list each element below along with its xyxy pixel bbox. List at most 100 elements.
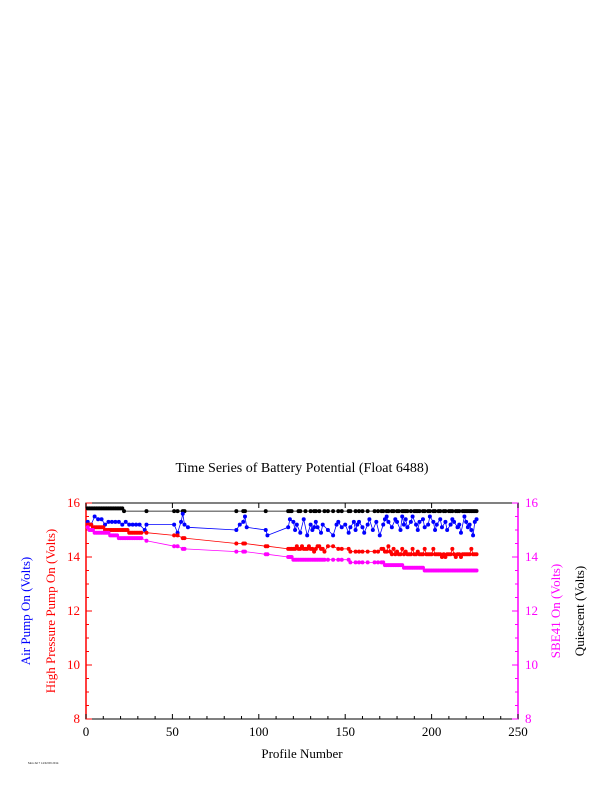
data-point [172, 533, 177, 538]
x-axis-label: Profile Number [261, 746, 343, 761]
data-point [172, 509, 177, 514]
data-point [298, 530, 303, 535]
data-point [408, 509, 413, 514]
series-3 [85, 525, 479, 573]
data-point [458, 530, 463, 535]
data-point [389, 525, 394, 530]
data-point [434, 522, 439, 527]
data-point [234, 509, 239, 514]
data-point [237, 522, 242, 527]
data-point [445, 528, 450, 532]
data-point [92, 514, 97, 519]
data-point [417, 509, 422, 514]
data-point [376, 560, 381, 565]
data-point [172, 544, 177, 549]
data-point [346, 530, 351, 535]
data-point [360, 549, 365, 554]
data-point [395, 519, 400, 524]
data-point [331, 544, 336, 549]
x-tick-label: 50 [166, 724, 179, 739]
data-point [357, 509, 362, 514]
data-point [139, 536, 144, 541]
data-point [433, 528, 438, 532]
data-point [398, 528, 403, 532]
data-point [289, 509, 294, 514]
data-point [137, 522, 142, 527]
y-tick-label-left: 12 [67, 603, 80, 618]
data-point [339, 525, 344, 530]
data-point [450, 509, 455, 514]
data-point [403, 517, 408, 522]
data-point [325, 528, 330, 532]
data-point [99, 517, 104, 522]
data-point [443, 509, 448, 514]
data-point [242, 549, 247, 554]
data-point [301, 517, 306, 522]
data-point [291, 519, 296, 524]
data-point [265, 533, 270, 538]
data-point [376, 509, 381, 514]
data-point [331, 557, 336, 562]
data-point [313, 509, 318, 514]
data-point [422, 525, 427, 530]
series-1 [85, 511, 479, 538]
data-point [426, 522, 431, 527]
data-point [263, 509, 268, 514]
data-point [427, 509, 432, 514]
data-point [315, 525, 320, 530]
data-point [471, 533, 476, 538]
y-tick-label-left: 16 [67, 495, 81, 510]
data-point [242, 509, 247, 514]
data-point [175, 509, 180, 514]
data-point [325, 544, 330, 549]
data-point [313, 519, 318, 524]
data-point [384, 514, 389, 519]
y-tick-label-left: 14 [67, 549, 81, 564]
x-tick-label: 100 [249, 724, 269, 739]
data-point [448, 522, 453, 527]
data-point [438, 517, 443, 522]
y-axis-label-quiescent: Quiescent (Volts) [572, 566, 587, 656]
data-point [431, 519, 436, 524]
data-point [474, 517, 479, 522]
x-tick-label: 200 [422, 724, 442, 739]
data-point [185, 525, 190, 530]
data-point [422, 509, 427, 514]
data-point [109, 519, 114, 524]
y-tick-label-right: 12 [525, 603, 538, 618]
data-point [422, 546, 427, 551]
data-point [431, 546, 436, 551]
data-point [180, 511, 185, 516]
data-point [294, 522, 299, 527]
data-point [339, 557, 344, 562]
series-0 [85, 506, 479, 514]
data-point [336, 546, 341, 551]
data-point [234, 549, 239, 554]
data-point [241, 519, 246, 524]
data-point [457, 509, 462, 514]
data-point [360, 525, 365, 530]
data-point [469, 528, 474, 532]
data-point [372, 549, 377, 554]
data-point [415, 528, 420, 532]
data-point [417, 519, 422, 524]
data-point [343, 522, 348, 527]
data-point [410, 514, 415, 519]
data-point [120, 522, 125, 527]
data-point [182, 522, 187, 527]
data-point [322, 509, 327, 514]
data-point [386, 519, 391, 524]
data-point [175, 533, 180, 538]
data-point [348, 549, 353, 554]
data-point [139, 530, 144, 535]
data-point [467, 522, 472, 527]
y-axis-label-sbe41: SBE41 On (Volts) [548, 564, 563, 658]
plot-frame [85, 502, 519, 720]
data-point [408, 519, 413, 524]
data-point [474, 568, 479, 573]
data-point [365, 549, 370, 554]
data-point [400, 514, 405, 519]
data-point [182, 536, 187, 541]
data-point [305, 533, 310, 538]
